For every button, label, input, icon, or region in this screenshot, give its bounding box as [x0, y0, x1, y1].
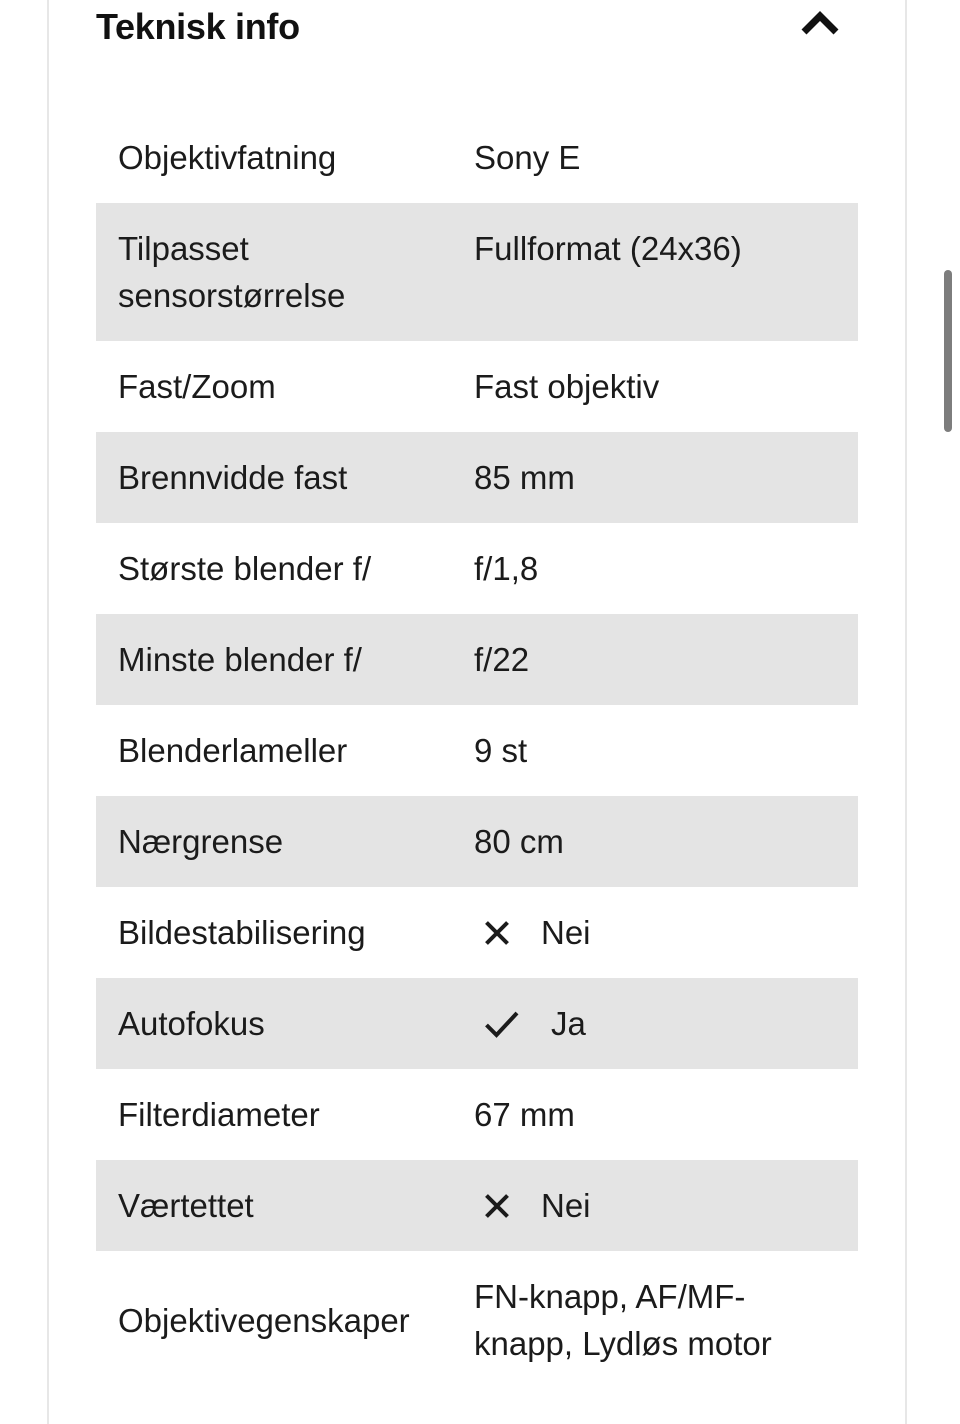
- spec-label: Bildestabilisering: [118, 914, 366, 951]
- spec-label: Tilpasset sensorstørrelse: [118, 230, 346, 314]
- spec-value: f/22: [474, 641, 530, 678]
- x-icon: [484, 920, 510, 946]
- section-header-accordion[interactable]: Teknisk info: [0, 0, 960, 112]
- chevron-up-icon[interactable]: [800, 11, 840, 37]
- spec-row: Værtettet Nei: [96, 1160, 858, 1251]
- check-icon: [484, 1010, 520, 1038]
- spec-label: Største blender f/: [118, 550, 372, 587]
- x-icon: [484, 1193, 510, 1219]
- spec-label: Autofokus: [118, 1005, 265, 1042]
- spec-label: Nærgrense: [118, 823, 284, 860]
- card-left-border: [47, 0, 49, 1424]
- spec-row: Største blender f/ f/1,8: [96, 523, 858, 614]
- spec-value: Fullformat (24x36): [474, 230, 742, 267]
- spec-value: 9 st: [474, 732, 528, 769]
- spec-row: Blenderlameller 9 st: [96, 705, 858, 796]
- spec-value: Ja: [474, 1000, 858, 1047]
- spec-row: Objektivfatning Sony E: [96, 112, 858, 203]
- spec-label: Brennvidde fast: [118, 459, 348, 496]
- spec-value: Nei: [474, 1182, 858, 1229]
- section-title: Teknisk info: [96, 6, 300, 47]
- spec-label: Filterdiameter: [118, 1096, 320, 1133]
- spec-label: Objektivegenskaper: [118, 1301, 410, 1339]
- spec-label: Fast/Zoom: [118, 368, 276, 405]
- spec-value: 85 mm: [474, 459, 575, 496]
- spec-row: Autofokus Ja: [96, 978, 858, 1069]
- spec-row: Objektivegenskaper FN-knapp, AF/MF-knapp…: [96, 1251, 858, 1389]
- spec-label: Minste blender f/: [118, 641, 362, 678]
- spec-table: Objektivfatning Sony E Tilpasset sensors…: [96, 112, 858, 1389]
- spec-label: Objektivfatning: [118, 139, 337, 176]
- spec-label: Blenderlameller: [118, 732, 348, 769]
- spec-value: Nei: [474, 909, 858, 956]
- spec-row: Bildestabilisering Nei: [96, 887, 858, 978]
- spec-row: Tilpasset sensorstørrelse Fullformat (24…: [96, 203, 858, 341]
- spec-value: Fast objektiv: [474, 368, 660, 405]
- scrollbar-thumb[interactable]: [944, 270, 952, 432]
- spec-value: Sony E: [474, 139, 581, 176]
- spec-row: Nærgrense 80 cm: [96, 796, 858, 887]
- card-right-border: [905, 0, 907, 1424]
- spec-value: 80 cm: [474, 823, 564, 860]
- spec-value: f/1,8: [474, 550, 539, 587]
- spec-row: Filterdiameter 67 mm: [96, 1069, 858, 1160]
- spec-value: FN-knapp, AF/MF-knapp, Lydløs motor: [474, 1278, 772, 1362]
- spec-row: Fast/Zoom Fast objektiv: [96, 341, 858, 432]
- spec-row: Brennvidde fast 85 mm: [96, 432, 858, 523]
- spec-row: Minste blender f/ f/22: [96, 614, 858, 705]
- spec-value: 67 mm: [474, 1096, 575, 1133]
- spec-label: Værtettet: [118, 1187, 254, 1224]
